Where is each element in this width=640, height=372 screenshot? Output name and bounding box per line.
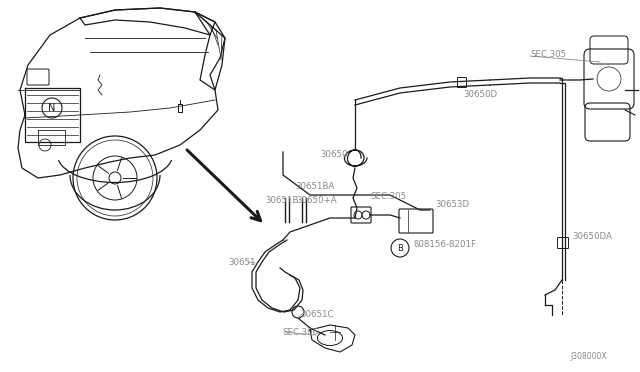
Text: N: N — [48, 103, 56, 113]
Text: J308000X: J308000X — [570, 352, 607, 361]
Text: 30651: 30651 — [228, 258, 255, 267]
Text: 30650D: 30650D — [463, 90, 497, 99]
Text: SEC.305: SEC.305 — [530, 50, 566, 59]
Text: 30651B: 30651B — [265, 196, 298, 205]
Text: 30653D: 30653D — [435, 200, 469, 209]
Text: ß08156-8201F: ß08156-8201F — [413, 240, 476, 249]
Text: SEC.305: SEC.305 — [370, 192, 406, 201]
Text: 30651C: 30651C — [300, 310, 333, 319]
Text: 30650DA: 30650DA — [572, 232, 612, 241]
Text: 30650: 30650 — [320, 150, 348, 159]
Text: 30650+A: 30650+A — [296, 196, 337, 205]
Text: 30651BA: 30651BA — [295, 182, 334, 191]
Text: SEC.306: SEC.306 — [282, 328, 318, 337]
Text: B: B — [397, 244, 403, 253]
